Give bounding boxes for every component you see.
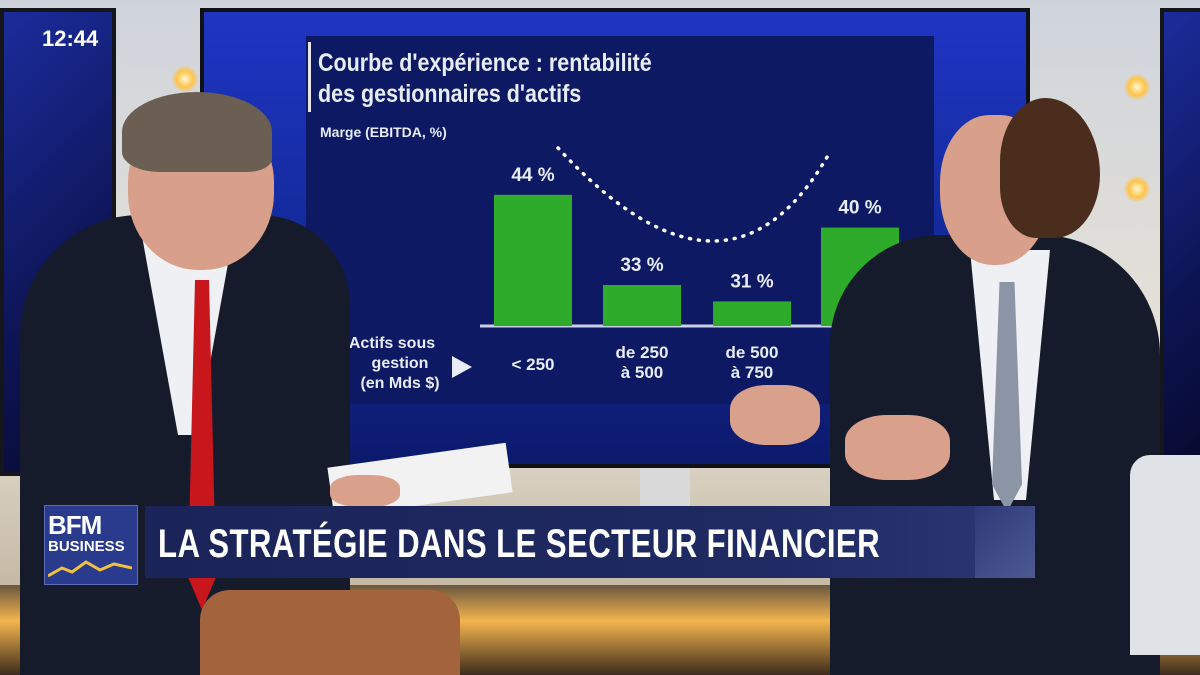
left-presenter-hand [330, 475, 400, 507]
lower-third-accent [975, 506, 1035, 578]
bar-value-label-2: 33 % [620, 255, 663, 276]
screen-stand [640, 466, 690, 506]
chart-y-axis-label: Marge (EBITDA, %) [320, 124, 447, 140]
x-tick-label-3: de 500 à 750 [726, 343, 779, 382]
bar-3 [713, 301, 791, 326]
x-tick-label-2: de 250 à 500 [616, 343, 669, 382]
studio-chair [1130, 455, 1200, 655]
right-presenter-hand [730, 385, 820, 445]
x-tick-label-1: < 250 [511, 355, 554, 374]
chart-panel [306, 36, 934, 404]
headline-text: LA STRATÉGIE DANS LE SECTEUR FINANCIER [158, 522, 881, 566]
studio-lamp [1124, 176, 1150, 202]
studio-lamp [1124, 74, 1150, 100]
chart-title-accent [308, 42, 311, 112]
x-axis-label: Actifs sous gestion (en Mds $) [349, 335, 440, 392]
bar-1 [494, 194, 572, 326]
bar-2 [603, 285, 681, 326]
x-axis-arrow-icon [452, 356, 472, 378]
right-presenter-hair [1000, 98, 1100, 238]
chart-title: Courbe d'expérience : rentabilité des ge… [318, 49, 652, 108]
right-presenter-hand [845, 415, 950, 480]
bar-value-label-3: 31 % [730, 271, 773, 292]
lower-third-banner [145, 506, 1035, 578]
logo-wave-icon [48, 560, 132, 578]
studio-lamp [172, 66, 198, 92]
left-presenter-trousers [200, 590, 460, 675]
trend-curve [556, 146, 832, 243]
left-presenter-hair [122, 92, 272, 172]
bar-value-label-1: 44 % [511, 165, 554, 186]
logo-brand-text: BFM [48, 510, 102, 540]
bar-value-label-4: 40 % [838, 198, 881, 219]
right-studio-screen [1160, 8, 1200, 476]
logo-sub-text: BUSINESS [48, 538, 125, 555]
clock: 12:44 [42, 26, 99, 51]
channel-logo: BFM BUSINESS [44, 505, 138, 585]
